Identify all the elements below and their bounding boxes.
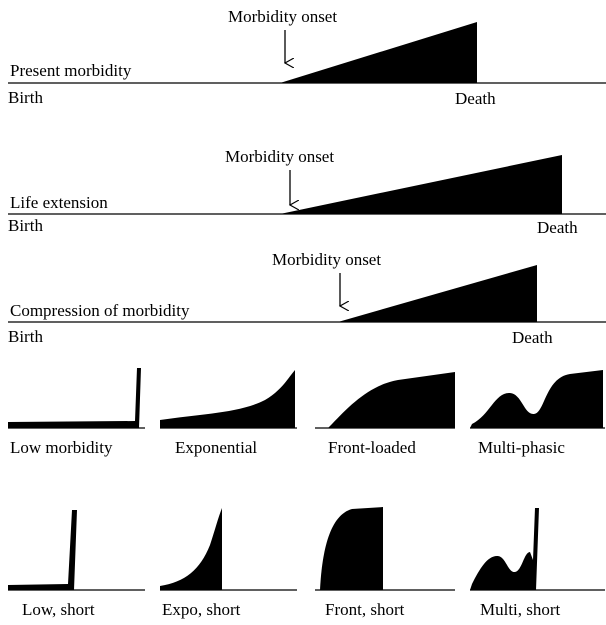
morbidity-wedge <box>280 155 562 214</box>
shape <box>160 370 295 428</box>
panel: Morbidity onset Life extension Birth Dea… <box>8 147 606 237</box>
morbidity-wedge <box>280 22 477 83</box>
shape <box>160 508 222 590</box>
death-label: Death <box>455 89 496 108</box>
shape <box>8 368 141 428</box>
shape-label: Multi-phasic <box>478 438 565 457</box>
shape <box>470 370 603 428</box>
shape <box>8 510 77 590</box>
shape-label: Low morbidity <box>10 438 113 457</box>
shape-label: Exponential <box>175 438 257 457</box>
panel: Morbidity onset Present morbidity Birth … <box>8 7 606 108</box>
shape <box>320 507 383 590</box>
death-label: Death <box>512 328 553 347</box>
shape-label: Front-loaded <box>328 438 416 457</box>
birth-label: Birth <box>8 88 43 107</box>
panel: Morbidity onset Compression of morbidity… <box>8 250 606 347</box>
birth-label: Birth <box>8 327 43 346</box>
panel-label: Life extension <box>10 193 108 212</box>
panel-label: Present morbidity <box>10 61 132 80</box>
shape-label: Multi, short <box>480 600 561 619</box>
death-label: Death <box>537 218 578 237</box>
birth-label: Birth <box>8 216 43 235</box>
shape <box>470 508 539 590</box>
morbidity-wedge <box>338 265 537 322</box>
shape-label: Front, short <box>325 600 405 619</box>
shape-label: Expo, short <box>162 600 241 619</box>
onset-label: Morbidity onset <box>272 250 381 269</box>
panel-label: Compression of morbidity <box>10 301 190 320</box>
onset-label: Morbidity onset <box>228 7 337 26</box>
onset-label: Morbidity onset <box>225 147 334 166</box>
shape-label: Low, short <box>22 600 95 619</box>
shape <box>328 372 455 428</box>
